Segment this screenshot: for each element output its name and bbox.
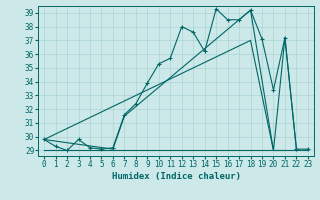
X-axis label: Humidex (Indice chaleur): Humidex (Indice chaleur) xyxy=(111,172,241,181)
